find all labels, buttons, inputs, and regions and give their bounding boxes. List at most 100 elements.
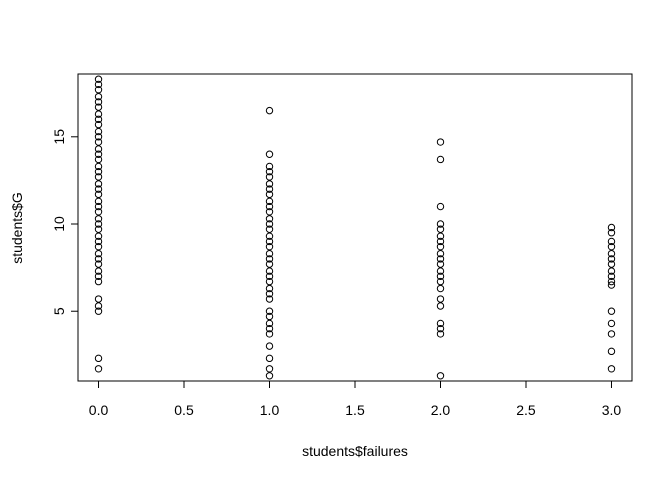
- data-point: [265, 173, 274, 181]
- y-axis-title: students$G: [9, 192, 25, 264]
- x-tick-label: 1.5: [345, 402, 365, 418]
- data-point: [265, 237, 274, 246]
- data-point: [94, 133, 103, 141]
- data-point: [94, 98, 103, 106]
- data-point: [94, 190, 103, 199]
- data-point: [607, 319, 616, 328]
- data-point: [436, 267, 445, 275]
- y-tick-label: 15: [51, 129, 67, 145]
- data-point: [436, 138, 445, 146]
- data-point: [436, 232, 445, 240]
- data-point: [265, 197, 274, 206]
- data-point: [436, 272, 445, 281]
- data-point: [607, 223, 616, 232]
- data-point: [607, 277, 616, 286]
- data-point: [94, 255, 103, 263]
- data-point: [436, 202, 445, 211]
- data-point: [436, 324, 445, 333]
- data-point: [94, 185, 103, 193]
- data-point: [94, 242, 103, 251]
- data-point: [265, 167, 274, 176]
- y-tick-label: 10: [51, 216, 67, 232]
- data-point: [265, 249, 274, 258]
- data-point: [265, 365, 274, 373]
- data-point: [607, 229, 616, 237]
- data-point: [94, 202, 103, 211]
- data-point: [607, 307, 616, 315]
- data-point: [94, 173, 103, 181]
- data-point: [607, 267, 616, 275]
- y-axis: 5 10 15: [51, 129, 79, 315]
- data-point: [94, 162, 103, 171]
- data-point: [94, 85, 103, 94]
- data-point: [94, 307, 103, 315]
- data-point: [94, 167, 103, 176]
- data-point: [94, 103, 103, 111]
- data-point: [94, 75, 103, 83]
- data-point: [436, 242, 445, 251]
- data-point: [436, 237, 445, 246]
- data-point: [265, 220, 274, 228]
- data-point: [94, 120, 103, 129]
- data-point: [94, 110, 103, 118]
- x-tick-label: 3.0: [602, 402, 622, 418]
- x-axis: 0.0 0.5 1.0 1.5 2.0 2.5 3.0: [89, 380, 622, 418]
- data-point: [94, 197, 103, 206]
- data-point: [607, 272, 616, 281]
- data-point: [436, 255, 445, 263]
- data-point: [94, 145, 103, 153]
- data-point: [94, 138, 103, 146]
- data-point: [265, 354, 274, 363]
- data-points: [94, 75, 616, 380]
- data-point: [265, 232, 274, 240]
- data-point: [265, 255, 274, 263]
- data-point: [265, 342, 274, 350]
- data-point: [607, 330, 616, 338]
- data-point: [94, 208, 103, 216]
- data-point: [94, 115, 103, 124]
- data-point: [94, 267, 103, 275]
- data-point: [436, 295, 445, 303]
- data-point: [265, 290, 274, 298]
- x-tick-label: 1.0: [260, 402, 280, 418]
- data-point: [436, 260, 445, 268]
- data-point: [94, 272, 103, 281]
- data-point: [265, 307, 274, 315]
- data-point: [436, 249, 445, 258]
- data-point: [94, 92, 103, 101]
- data-point: [265, 284, 274, 293]
- data-point: [265, 242, 274, 251]
- data-point: [607, 255, 616, 263]
- data-point: [94, 260, 103, 268]
- data-point: [436, 319, 445, 328]
- x-axis-title: students$failures: [302, 443, 408, 459]
- data-point: [265, 202, 274, 211]
- data-point: [265, 185, 274, 193]
- data-point: [265, 277, 274, 286]
- x-tick-label: 2.0: [431, 402, 451, 418]
- x-tick-label: 0.0: [89, 402, 109, 418]
- data-point: [265, 180, 274, 188]
- data-point: [94, 155, 103, 164]
- data-point: [265, 225, 274, 233]
- data-point: [436, 277, 445, 286]
- data-point: [94, 180, 103, 188]
- data-point: [607, 249, 616, 258]
- data-point: [607, 237, 616, 246]
- data-point: [94, 295, 103, 303]
- data-point: [94, 365, 103, 373]
- data-point: [265, 319, 274, 328]
- data-point: [265, 190, 274, 199]
- data-point: [607, 365, 616, 373]
- x-tick-label: 0.5: [174, 402, 194, 418]
- data-point: [265, 272, 274, 281]
- data-point: [94, 150, 103, 158]
- data-point: [94, 232, 103, 240]
- data-point: [94, 302, 103, 310]
- data-point: [436, 225, 445, 233]
- data-point: [436, 155, 445, 164]
- data-point: [607, 281, 616, 289]
- data-point: [436, 302, 445, 310]
- data-point: [94, 220, 103, 228]
- data-point: [265, 324, 274, 333]
